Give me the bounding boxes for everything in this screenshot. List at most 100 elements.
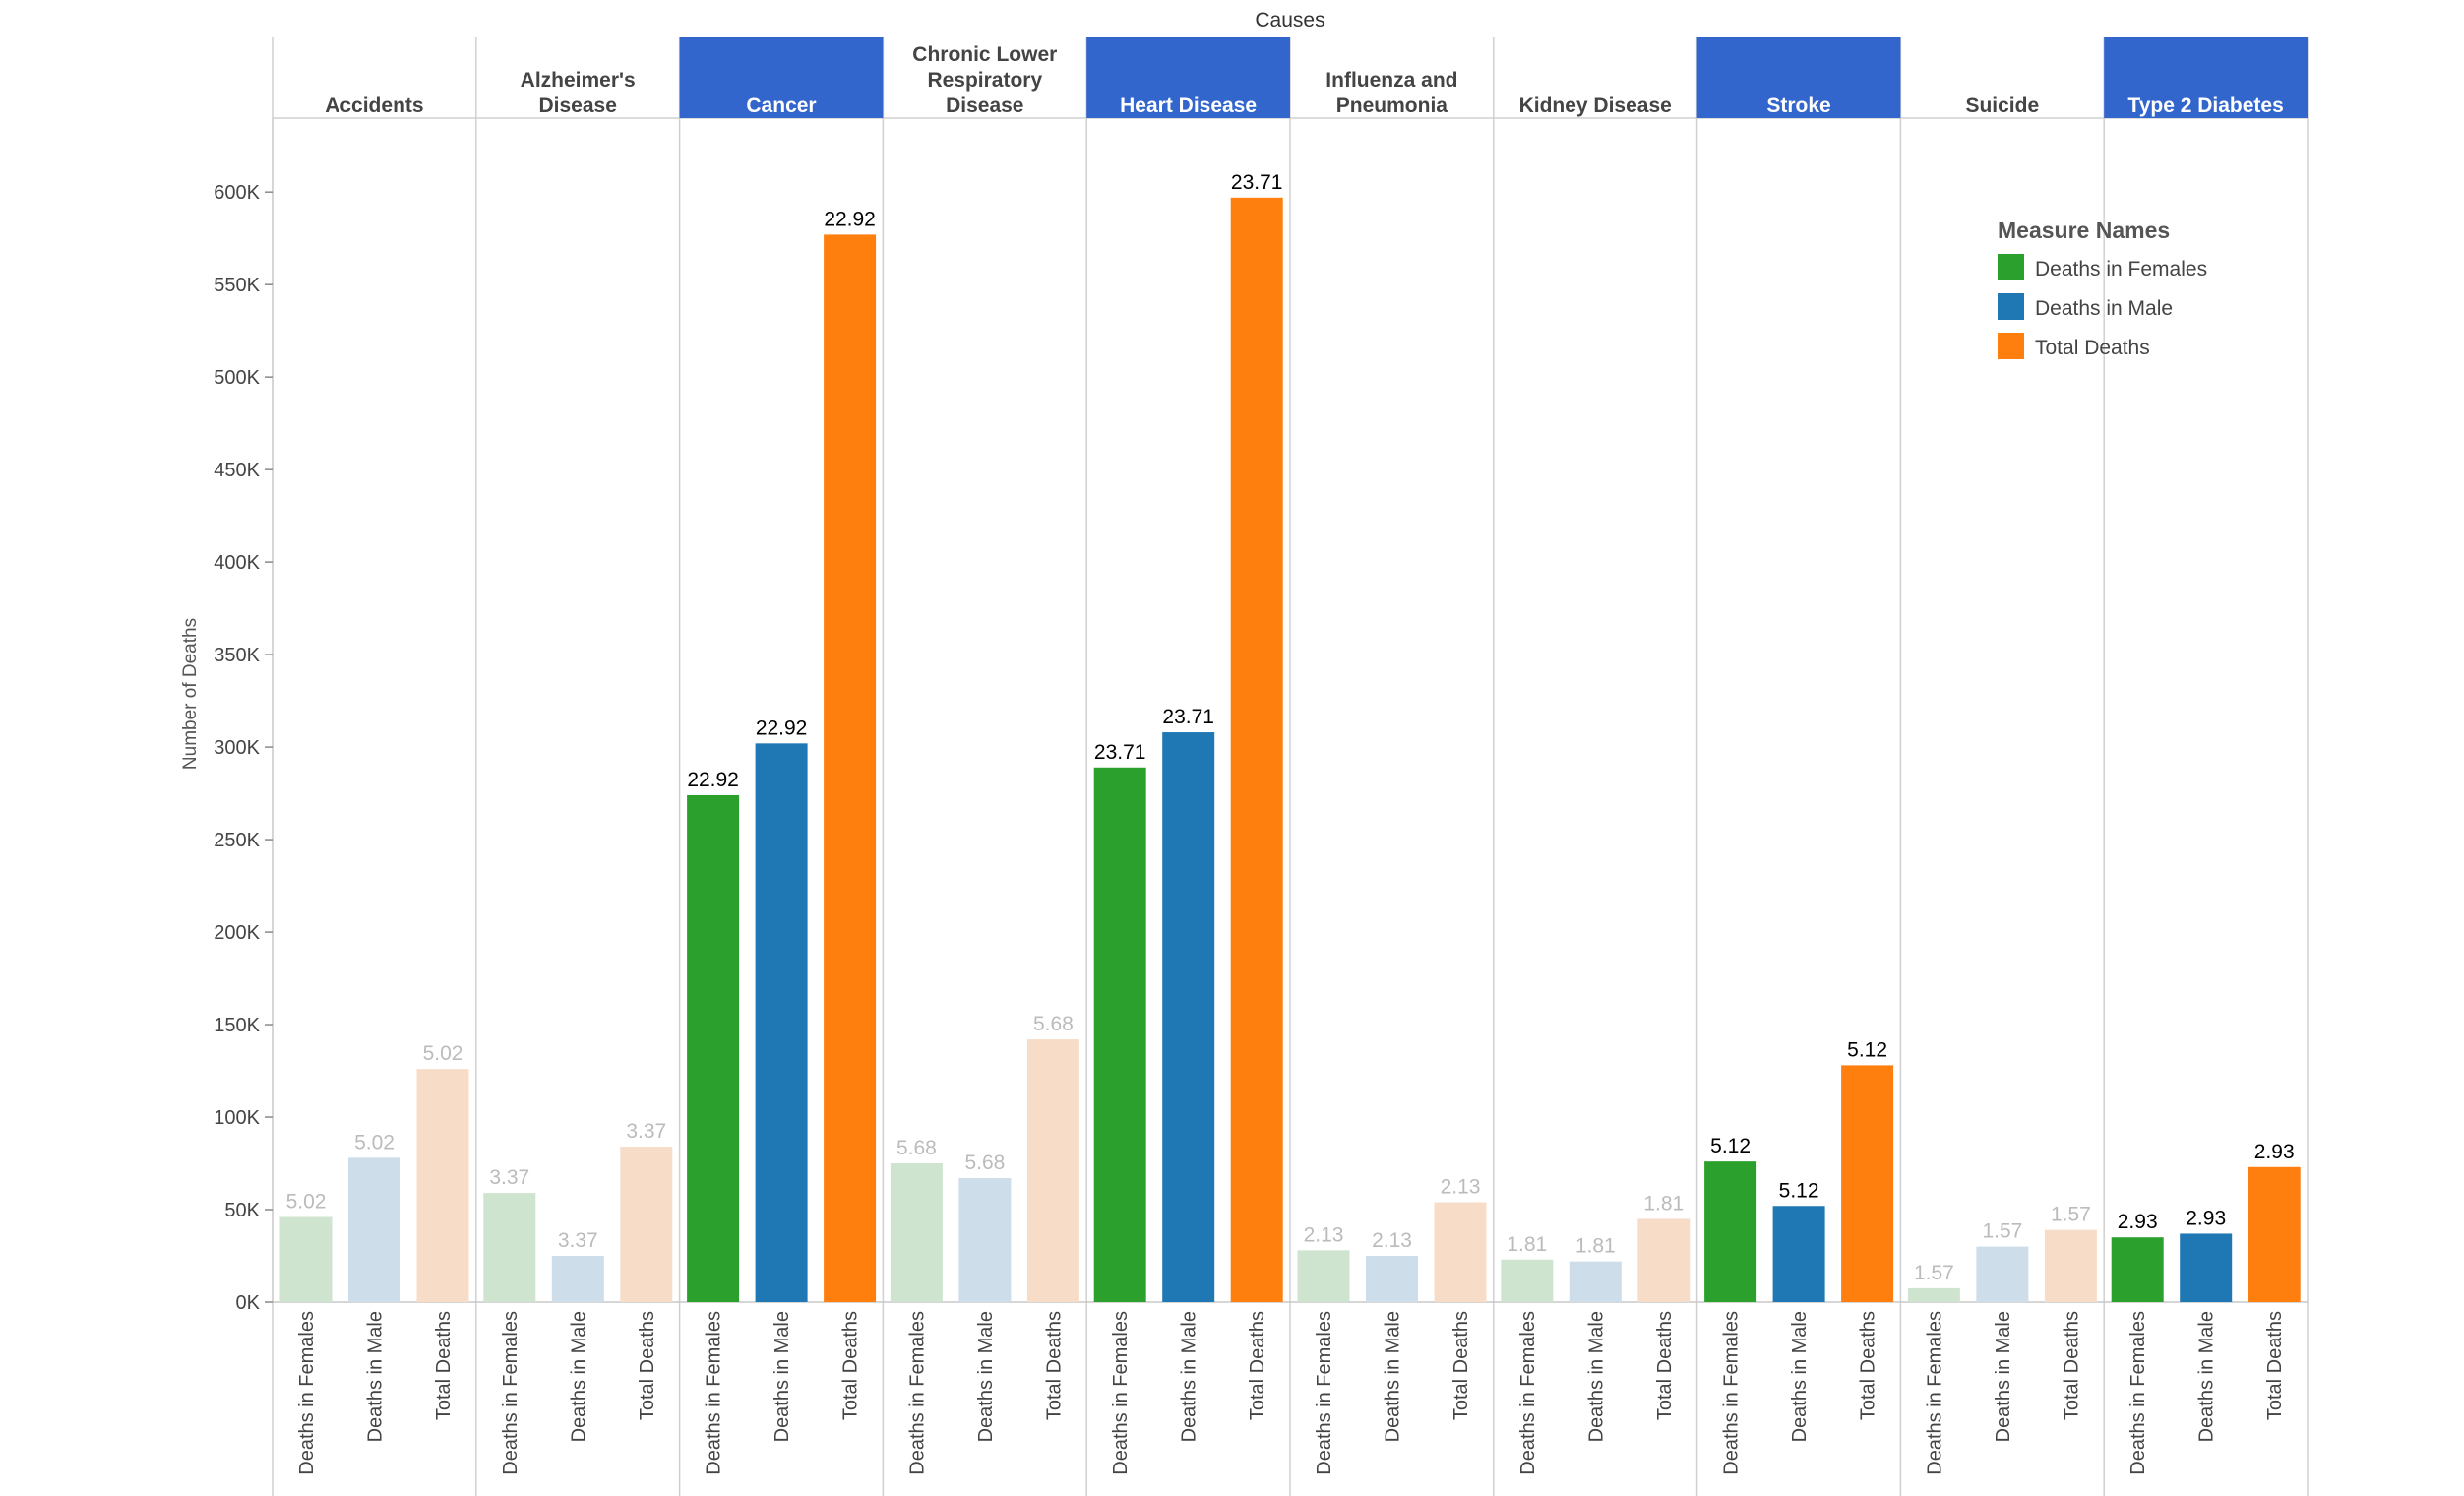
bar — [890, 1163, 943, 1302]
group-header-label: Type 2 Diabetes — [2127, 94, 2283, 117]
y-tick-label: 600K — [214, 182, 260, 204]
bar — [2111, 1237, 2164, 1302]
legend-label: Total Deaths — [2035, 337, 2150, 359]
group-header-line: Disease — [538, 94, 616, 117]
bar-data-label: 1.81 — [1643, 1192, 1684, 1215]
bar — [1637, 1218, 1691, 1302]
group-header-label: Cancer — [746, 94, 816, 117]
y-tick-label: 500K — [214, 367, 260, 389]
bar — [416, 1069, 469, 1302]
bar-data-label: 2.93 — [2254, 1141, 2295, 1163]
x-tick-label: Deaths in Females — [704, 1311, 725, 1475]
bar — [620, 1147, 673, 1302]
x-tick-label: Deaths in Male — [771, 1311, 793, 1442]
bar — [1501, 1259, 1554, 1302]
bar — [2248, 1166, 2301, 1302]
x-tick-label: Deaths in Male — [1585, 1311, 1607, 1442]
group-header-line: Suicide — [1965, 94, 2039, 117]
x-tick-label: Total Deaths — [1654, 1311, 1676, 1420]
x-tick-label: Deaths in Females — [500, 1311, 522, 1475]
bar — [279, 1216, 333, 1302]
group-header-line: Heart Disease — [1120, 94, 1257, 117]
x-tick-label: Deaths in Females — [1110, 1311, 1132, 1475]
y-tick-label: 550K — [214, 275, 260, 296]
y-tick-label: 400K — [214, 552, 260, 574]
x-tick-label: Total Deaths — [1247, 1311, 1268, 1420]
y-tick-label: 50K — [224, 1200, 260, 1221]
bar-data-label: 5.68 — [964, 1152, 1005, 1174]
legend-swatch — [1998, 333, 2024, 359]
group-header-line: Stroke — [1766, 94, 1830, 117]
bar-data-label: 3.37 — [489, 1166, 529, 1189]
x-tick-label: Total Deaths — [840, 1311, 862, 1420]
y-tick-label: 350K — [214, 645, 260, 666]
bars: 5.02 5.02 5.02 3.37 3.37 3.37 22.92 22.92 22.92 5… — [279, 171, 2301, 1303]
bar — [2044, 1229, 2097, 1302]
bar — [1093, 767, 1146, 1302]
group-header-line: Cancer — [746, 94, 816, 117]
x-tick-label: Total Deaths — [2061, 1311, 2082, 1420]
group-header-line: Pneumonia — [1336, 94, 1448, 117]
bar — [1772, 1206, 1825, 1302]
x-axis-labels: Deaths in Females Deaths in Male Total Dea… — [296, 1311, 2286, 1475]
y-tick-label: 450K — [214, 460, 260, 481]
bar — [348, 1157, 400, 1302]
legend-swatch — [1998, 293, 2024, 320]
bar-data-label: 22.92 — [824, 208, 876, 230]
bar-data-label: 1.81 — [1575, 1235, 1616, 1258]
bar — [1162, 732, 1215, 1302]
group-header-highlight — [1696, 37, 1901, 118]
bar-data-label: 2.13 — [1304, 1223, 1344, 1246]
x-tick-label: Deaths in Male — [1383, 1311, 1404, 1442]
x-tick-label: Deaths in Male — [568, 1311, 589, 1442]
y-tick-label: 300K — [214, 737, 260, 759]
bar — [1976, 1246, 2029, 1302]
x-tick-label: Total Deaths — [637, 1311, 658, 1420]
bar-data-label: 3.37 — [558, 1229, 598, 1252]
x-tick-label: Deaths in Females — [1721, 1311, 1743, 1475]
bar — [1230, 197, 1283, 1303]
y-axis-label: Number of Deaths — [180, 618, 201, 770]
bar — [1841, 1065, 1894, 1302]
bar-data-label: 1.57 — [1982, 1220, 2022, 1243]
bar-data-label: 5.02 — [286, 1191, 327, 1214]
x-tick-label: Deaths in Male — [1179, 1311, 1201, 1442]
x-tick-label: Total Deaths — [1450, 1311, 1472, 1420]
legend-label: Deaths in Male — [2035, 297, 2173, 320]
x-tick-label: Deaths in Male — [1789, 1311, 1811, 1442]
group-header-line: Disease — [946, 94, 1023, 117]
bar-data-label: 5.68 — [896, 1137, 937, 1159]
bar-data-label: 5.68 — [1033, 1013, 1074, 1035]
group-header-label: Accidents — [325, 94, 423, 117]
legend: Measure Names Deaths in Females Deaths in … — [1998, 218, 2207, 359]
bar-data-label: 23.71 — [1231, 171, 1283, 194]
legend-title: Measure Names — [1998, 218, 2170, 243]
bar-data-label: 2.93 — [2118, 1211, 2158, 1233]
bar-data-label: 23.71 — [1162, 706, 1214, 728]
bar — [483, 1193, 536, 1302]
bar-data-label: 22.92 — [756, 717, 808, 739]
group-header-line: Influenza and — [1325, 69, 1457, 92]
bar-data-label: 5.02 — [354, 1131, 395, 1153]
group-header-label: Stroke — [1766, 94, 1830, 117]
bar — [1704, 1161, 1757, 1302]
y-tick-label: 0K — [236, 1292, 261, 1314]
y-tick-label: 150K — [214, 1015, 260, 1036]
bar-data-label: 2.93 — [2186, 1207, 2226, 1229]
bar-data-label: 5.12 — [1779, 1179, 1819, 1202]
x-tick-label: Total Deaths — [2264, 1311, 2286, 1420]
bar — [1434, 1202, 1487, 1302]
bar-data-label: 22.92 — [687, 769, 739, 791]
group-header-line: Respiratory — [927, 69, 1042, 92]
bar-data-label: 3.37 — [626, 1120, 666, 1143]
group-header-line: Chronic Lower — [912, 43, 1057, 66]
x-tick-label: Deaths in Male — [365, 1311, 387, 1442]
plot-frame — [272, 37, 2309, 1496]
group-header-line: Alzheimer's — [521, 69, 636, 92]
legend-swatch — [1998, 254, 2024, 280]
bar-data-label: 5.02 — [423, 1042, 463, 1065]
group-header-highlight — [2104, 37, 2308, 118]
bar — [755, 743, 808, 1302]
bar — [1297, 1250, 1350, 1302]
